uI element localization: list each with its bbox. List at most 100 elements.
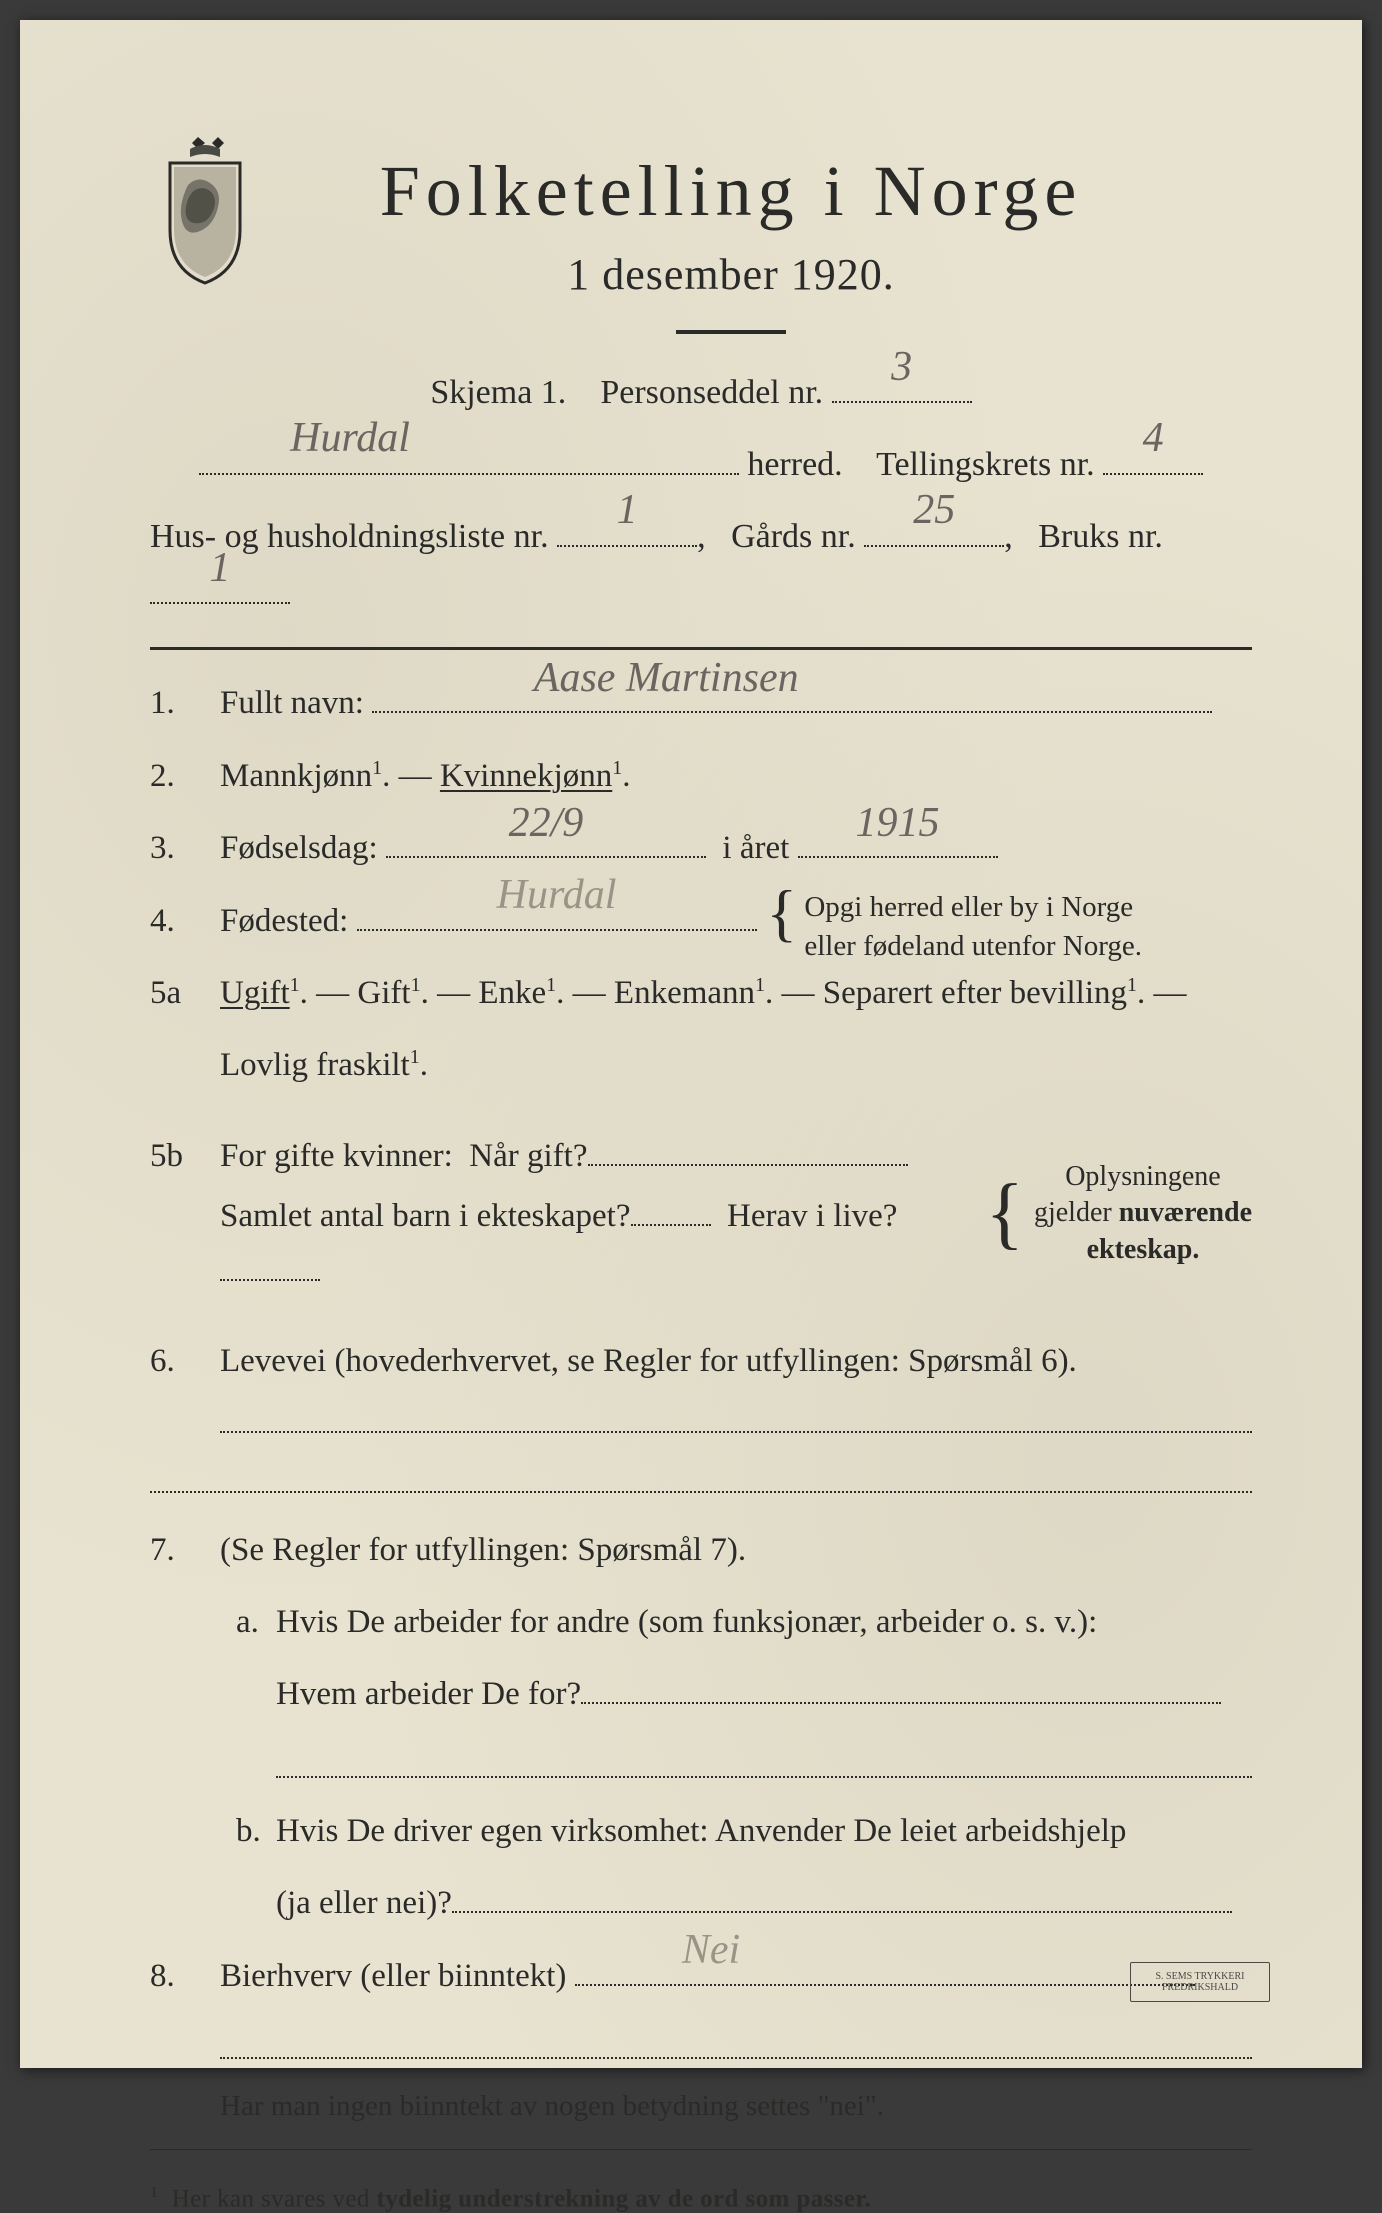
q5b-q1: Når gift?	[469, 1138, 587, 1174]
footnote-text-a: Her kan svares ved	[172, 2185, 377, 2212]
footnote: 1 Her kan svares ved tydelig understrekn…	[150, 2184, 1252, 2213]
q4-note: { Opgi herred eller by i Norge eller fød…	[766, 888, 1142, 966]
q8-field2-row	[150, 2033, 1252, 2059]
printer-l2: FREDRIKSHALD	[1162, 1982, 1238, 1993]
q7b-l2: (ja eller nei)?	[276, 1885, 452, 1921]
gards-label: Gårds nr.	[731, 518, 856, 555]
sep: . —	[556, 975, 606, 1011]
q8-field: Nei	[575, 1984, 1195, 1986]
question-list: 1. Fullt navn: Aase Martinsen 2. Mannkjø…	[150, 676, 1252, 2131]
q7a-field2-row	[150, 1752, 1252, 1778]
coat-of-arms-icon	[150, 135, 260, 285]
q8-value: Nei	[682, 1916, 740, 1985]
q7a-num: a.	[220, 1595, 276, 1649]
husliste-value: 1	[617, 475, 638, 546]
q5a-num: 5a	[150, 966, 220, 1020]
q2-opt-a: Mannkjønn	[220, 758, 372, 794]
sup: 1	[1127, 974, 1137, 996]
footnote-marker: 1	[150, 2184, 158, 2201]
tellingskrets-label: Tellingskrets nr.	[876, 446, 1095, 483]
divider-bottom	[150, 2149, 1252, 2150]
q5b-line2: Samlet antal barn i ekteskapet? Herav i …	[150, 1189, 976, 1298]
husliste-field: 1	[557, 545, 697, 547]
q8-num: 8.	[150, 1949, 220, 2003]
sup: 1	[411, 974, 421, 996]
q5b-q2-field	[631, 1224, 711, 1226]
gards-field: 25	[864, 545, 1004, 547]
q7a: a. Hvis De arbeider for andre (som funks…	[150, 1595, 1252, 1649]
q5a-opt3: Enke	[478, 975, 546, 1011]
q2-sup-a: 1	[372, 757, 382, 779]
q7a-l2: Hvem arbeider De for?	[276, 1676, 581, 1712]
q3-day-value: 22/9	[509, 789, 584, 858]
q5a-body: Ugift1. — Gift1. — Enke1. — Enkemann1. —…	[220, 966, 1252, 1020]
q8-field2	[220, 2033, 1252, 2059]
q7a-l2-row: Hvem arbeider De for?	[150, 1667, 1252, 1721]
q6-line1	[220, 1407, 1252, 1433]
q5b-q2: Samlet antal barn i ekteskapet?	[220, 1198, 631, 1234]
q6-num: 6.	[150, 1334, 220, 1388]
q5a-opt2: Gift	[357, 975, 410, 1011]
footnote-text-b: tydelig understrekning av de ord som pas…	[376, 2185, 871, 2212]
meta-block: Skjema 1. Personseddel nr. 3 Hurdal herr…	[150, 364, 1252, 494]
q2-suffix: .	[622, 758, 630, 794]
q5b-body: For gifte kvinner: Når gift?	[220, 1129, 976, 1183]
q3-day-field: 22/9	[386, 856, 706, 858]
sup: 1	[410, 1046, 420, 1068]
sup: 1	[755, 974, 765, 996]
main-title: Folketelling i Norge	[290, 150, 1172, 233]
q1-label: Fullt navn:	[220, 685, 364, 721]
q4-note-l2: eller fødeland utenfor Norge.	[804, 927, 1142, 966]
subtitle: 1 desember 1920.	[290, 249, 1172, 300]
q6-label: Levevei (hovederhvervet, se Regler for u…	[220, 1334, 1252, 1388]
herred-value: Hurdal	[290, 403, 410, 474]
q2-body: Mannkjønn1. — Kvinnekjønn1.	[220, 749, 1252, 803]
bruks-value: 1	[210, 533, 231, 604]
q5a-opt6: Lovlig fraskilt	[220, 1047, 410, 1083]
meta-line-3: Hus- og husholdningsliste nr. 1, Gårds n…	[150, 508, 1252, 624]
q1-body: Fullt navn: Aase Martinsen	[220, 676, 1252, 730]
q5a-opt5: Separert efter bevilling	[823, 975, 1127, 1011]
meta-line-2: Hurdal herred. Tellingskrets nr. 4	[150, 436, 1252, 494]
q2: 2. Mannkjønn1. — Kvinnekjønn1.	[150, 749, 1252, 803]
title-block: Folketelling i Norge 1 desember 1920.	[290, 150, 1252, 334]
end: .	[420, 1047, 428, 1083]
q3-body: Fødselsdag: 22/9 i året 1915	[220, 821, 1252, 875]
tellingskrets-value: 4	[1143, 403, 1164, 474]
gards-value: 25	[913, 475, 955, 546]
header: Folketelling i Norge 1 desember 1920.	[150, 150, 1252, 334]
q5b-num: 5b	[150, 1129, 220, 1183]
sup: 1	[546, 974, 556, 996]
q6-field-2	[150, 1467, 1252, 1493]
q1-num: 1.	[150, 676, 220, 730]
q5a-cont: Lovlig fraskilt1.	[150, 1038, 1252, 1092]
q6: 6. Levevei (hovederhvervet, se Regler fo…	[150, 1334, 1252, 1388]
q4: 4. Fødested: Hurdal { Opgi herred eller …	[150, 894, 1252, 948]
q7b-num: b.	[220, 1804, 276, 1858]
sep: . —	[421, 975, 471, 1011]
personseddel-field: 3	[832, 401, 972, 403]
sep: . —	[1137, 975, 1187, 1011]
q3: 3. Fødselsdag: 22/9 i året 1915	[150, 821, 1252, 875]
q5b-note-l1: Oplysningene	[1034, 1159, 1252, 1195]
bruks-field: 1	[150, 602, 290, 604]
q3-label: Fødselsdag:	[220, 830, 378, 866]
q3-year-value: 1915	[856, 789, 940, 858]
q4-num: 4.	[150, 894, 220, 948]
q7b-l1: Hvis De driver egen virksomhet: Anvender…	[276, 1804, 1252, 1858]
sep: . —	[765, 975, 815, 1011]
printer-stamp: S. SEMS TRYKKERI FREDRIKSHALD	[1130, 1962, 1270, 2002]
q8-body: Bierhverv (eller biinntekt) Nei	[220, 1949, 1252, 2003]
tellingskrets-field: 4	[1103, 473, 1203, 475]
q5b-q3-field	[220, 1279, 320, 1281]
q5b-note-l2a: gjelder	[1034, 1197, 1119, 1228]
q6-line2	[150, 1467, 1252, 1493]
q3-num: 3.	[150, 821, 220, 875]
q7a-field2	[276, 1752, 1252, 1778]
q5a-opt4: Enkemann	[614, 975, 755, 1011]
q1: 1. Fullt navn: Aase Martinsen	[150, 676, 1252, 730]
q2-sup-b: 1	[612, 757, 622, 779]
q8-note: Har man ingen biinntekt av nogen betydni…	[150, 2083, 1252, 2131]
q7-num: 7.	[150, 1523, 220, 1577]
q5b-note: { Oplysningene gjelder nuværende ekteska…	[986, 1159, 1252, 1268]
